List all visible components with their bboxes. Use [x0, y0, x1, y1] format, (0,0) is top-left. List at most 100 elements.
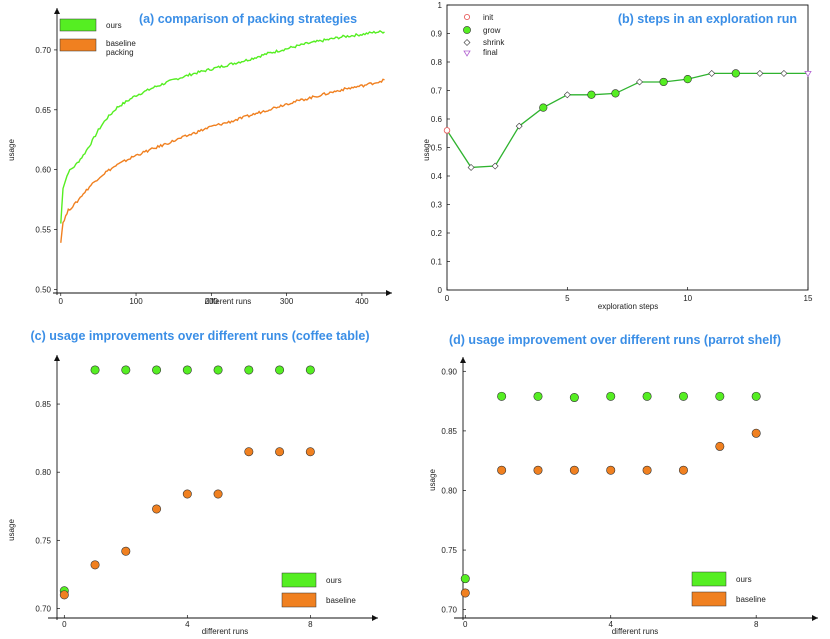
- chart-c-ylabel: usage: [7, 519, 16, 541]
- point-init: [443, 127, 451, 134]
- legend-swatch-ours: [59, 18, 97, 32]
- x-tick-label: 10: [683, 294, 692, 303]
- point-ours: [152, 365, 162, 375]
- y-tick-label: 0.80: [441, 486, 457, 495]
- y-tick-label: 0.75: [441, 546, 457, 555]
- y-tick-label: 0.7: [431, 87, 443, 96]
- legend-label-baseline: baseline: [326, 596, 356, 605]
- chart-d-legend: ours baseline: [691, 571, 766, 607]
- point-shrink: [636, 78, 643, 86]
- point-baseline: [497, 465, 507, 475]
- y-tick-label: 0.6: [431, 115, 443, 124]
- x-tick-label: 0: [445, 294, 450, 303]
- y-tick-label: 0.75: [35, 536, 51, 545]
- legend-swatch-baseline: [59, 38, 97, 52]
- legend-swatch-baseline: [281, 592, 317, 608]
- point-ours: [90, 365, 100, 375]
- series-line-baseline: [60, 78, 385, 243]
- plot-frame: [446, 4, 809, 291]
- legend-label-grow: grow: [483, 26, 501, 35]
- point-ours: [182, 365, 192, 375]
- point-baseline: [182, 489, 192, 499]
- chart-b-title: (b) steps in an exploration run: [618, 12, 797, 26]
- legend-label-baseline: baseline: [736, 595, 766, 604]
- x-tick-label: 8: [308, 620, 313, 629]
- chart-a-title: (a) comparison of packing strategies: [139, 12, 357, 26]
- x-tick-label: 300: [280, 297, 294, 306]
- x-axis-arrow: [812, 615, 818, 621]
- point-baseline: [715, 441, 725, 451]
- y-tick-label: 0.80: [35, 468, 51, 477]
- chart-c-axes: 0 4 8 0.70 0.75 0.80 0.85: [35, 355, 378, 629]
- y-tick-label: 0.70: [35, 604, 51, 613]
- marks-layer: [59, 30, 812, 600]
- point-baseline: [213, 489, 223, 499]
- point-baseline: [460, 588, 470, 598]
- y-tick-label: 0.2: [431, 229, 443, 238]
- point-baseline: [533, 465, 543, 475]
- point-final: [804, 71, 812, 78]
- point-ours: [275, 365, 285, 375]
- y-tick-label: 0.70: [441, 606, 457, 615]
- point-grow: [539, 103, 548, 112]
- chart-c-xlabel: different runs: [202, 627, 249, 636]
- series-line-ours: [60, 30, 385, 224]
- x-tick-label: 0: [62, 620, 67, 629]
- y-tick-label: 0: [438, 286, 443, 295]
- y-tick-label: 0.5: [431, 144, 443, 153]
- point-ours: [460, 574, 470, 584]
- y-tick-label: 1: [438, 1, 443, 10]
- point-shrink: [515, 122, 523, 130]
- chart-d-title: (d) usage improvement over different run…: [449, 333, 781, 347]
- y-tick-label: 0.9: [431, 30, 443, 39]
- legend-swatch-baseline: [691, 591, 727, 607]
- y-tick-label: 0.50: [35, 285, 51, 294]
- y-tick-label: 0.8: [431, 58, 443, 67]
- x-tick-label: 0: [463, 620, 468, 629]
- y-tick-label: 0.65: [35, 106, 51, 115]
- point-shrink: [491, 162, 499, 170]
- x-tick-label: 100: [129, 297, 143, 306]
- x-tick-label: 4: [185, 620, 190, 629]
- point-shrink: [467, 164, 475, 171]
- y-axis-arrow: [54, 355, 60, 361]
- y-tick-label: 0.55: [35, 226, 51, 235]
- y-tick-label: 0.3: [431, 201, 443, 210]
- point-shrink: [756, 69, 764, 77]
- point-baseline: [305, 447, 315, 457]
- chart-b-xlabel: exploration steps: [598, 302, 658, 311]
- point-baseline: [606, 465, 616, 475]
- legend-marker-init: [463, 13, 471, 21]
- point-baseline: [275, 447, 285, 457]
- y-tick-label: 0.85: [35, 400, 51, 409]
- y-axis-arrow: [460, 357, 466, 363]
- chart-a-xlabel: different runs: [205, 297, 252, 306]
- legend-label-ours: ours: [736, 575, 752, 584]
- point-baseline: [90, 560, 100, 570]
- y-tick-label: 0.1: [431, 258, 443, 267]
- point-ours: [213, 365, 223, 375]
- legend-label-baseline: baseline packing: [106, 39, 136, 57]
- x-tick-label: 0: [59, 297, 64, 306]
- legend-label-init: init: [483, 13, 494, 22]
- point-shrink: [780, 69, 788, 77]
- point-baseline: [642, 465, 652, 475]
- point-shrink: [708, 69, 716, 77]
- legend-marker-grow: [463, 26, 471, 34]
- chart-b-axes: 0 5 10 15 0 0.1 0.2 0.3 0.4 0.5 0.6 0.7 0.8 0.9 1: [431, 1, 813, 303]
- chart-a-axes: 0 100 200 300 400 0.50 0.55 0.60 0.65 0.70: [35, 8, 392, 306]
- chart-d-xlabel: different runs: [612, 627, 659, 636]
- legend-swatch-ours: [281, 572, 317, 588]
- y-tick-label: 0.85: [441, 427, 457, 436]
- legend-label-shrink: shrink: [483, 38, 505, 47]
- y-tick-label: 0.60: [35, 166, 51, 175]
- chart-c-legend: ours baseline: [281, 572, 356, 608]
- point-grow: [731, 69, 740, 78]
- series-line-usage: [446, 72, 808, 169]
- point-baseline: [59, 590, 69, 600]
- legend-marker-final: [463, 50, 471, 57]
- y-axis-arrow: [54, 8, 60, 14]
- x-tick-label: 4: [609, 620, 614, 629]
- x-tick-label: 15: [804, 294, 813, 303]
